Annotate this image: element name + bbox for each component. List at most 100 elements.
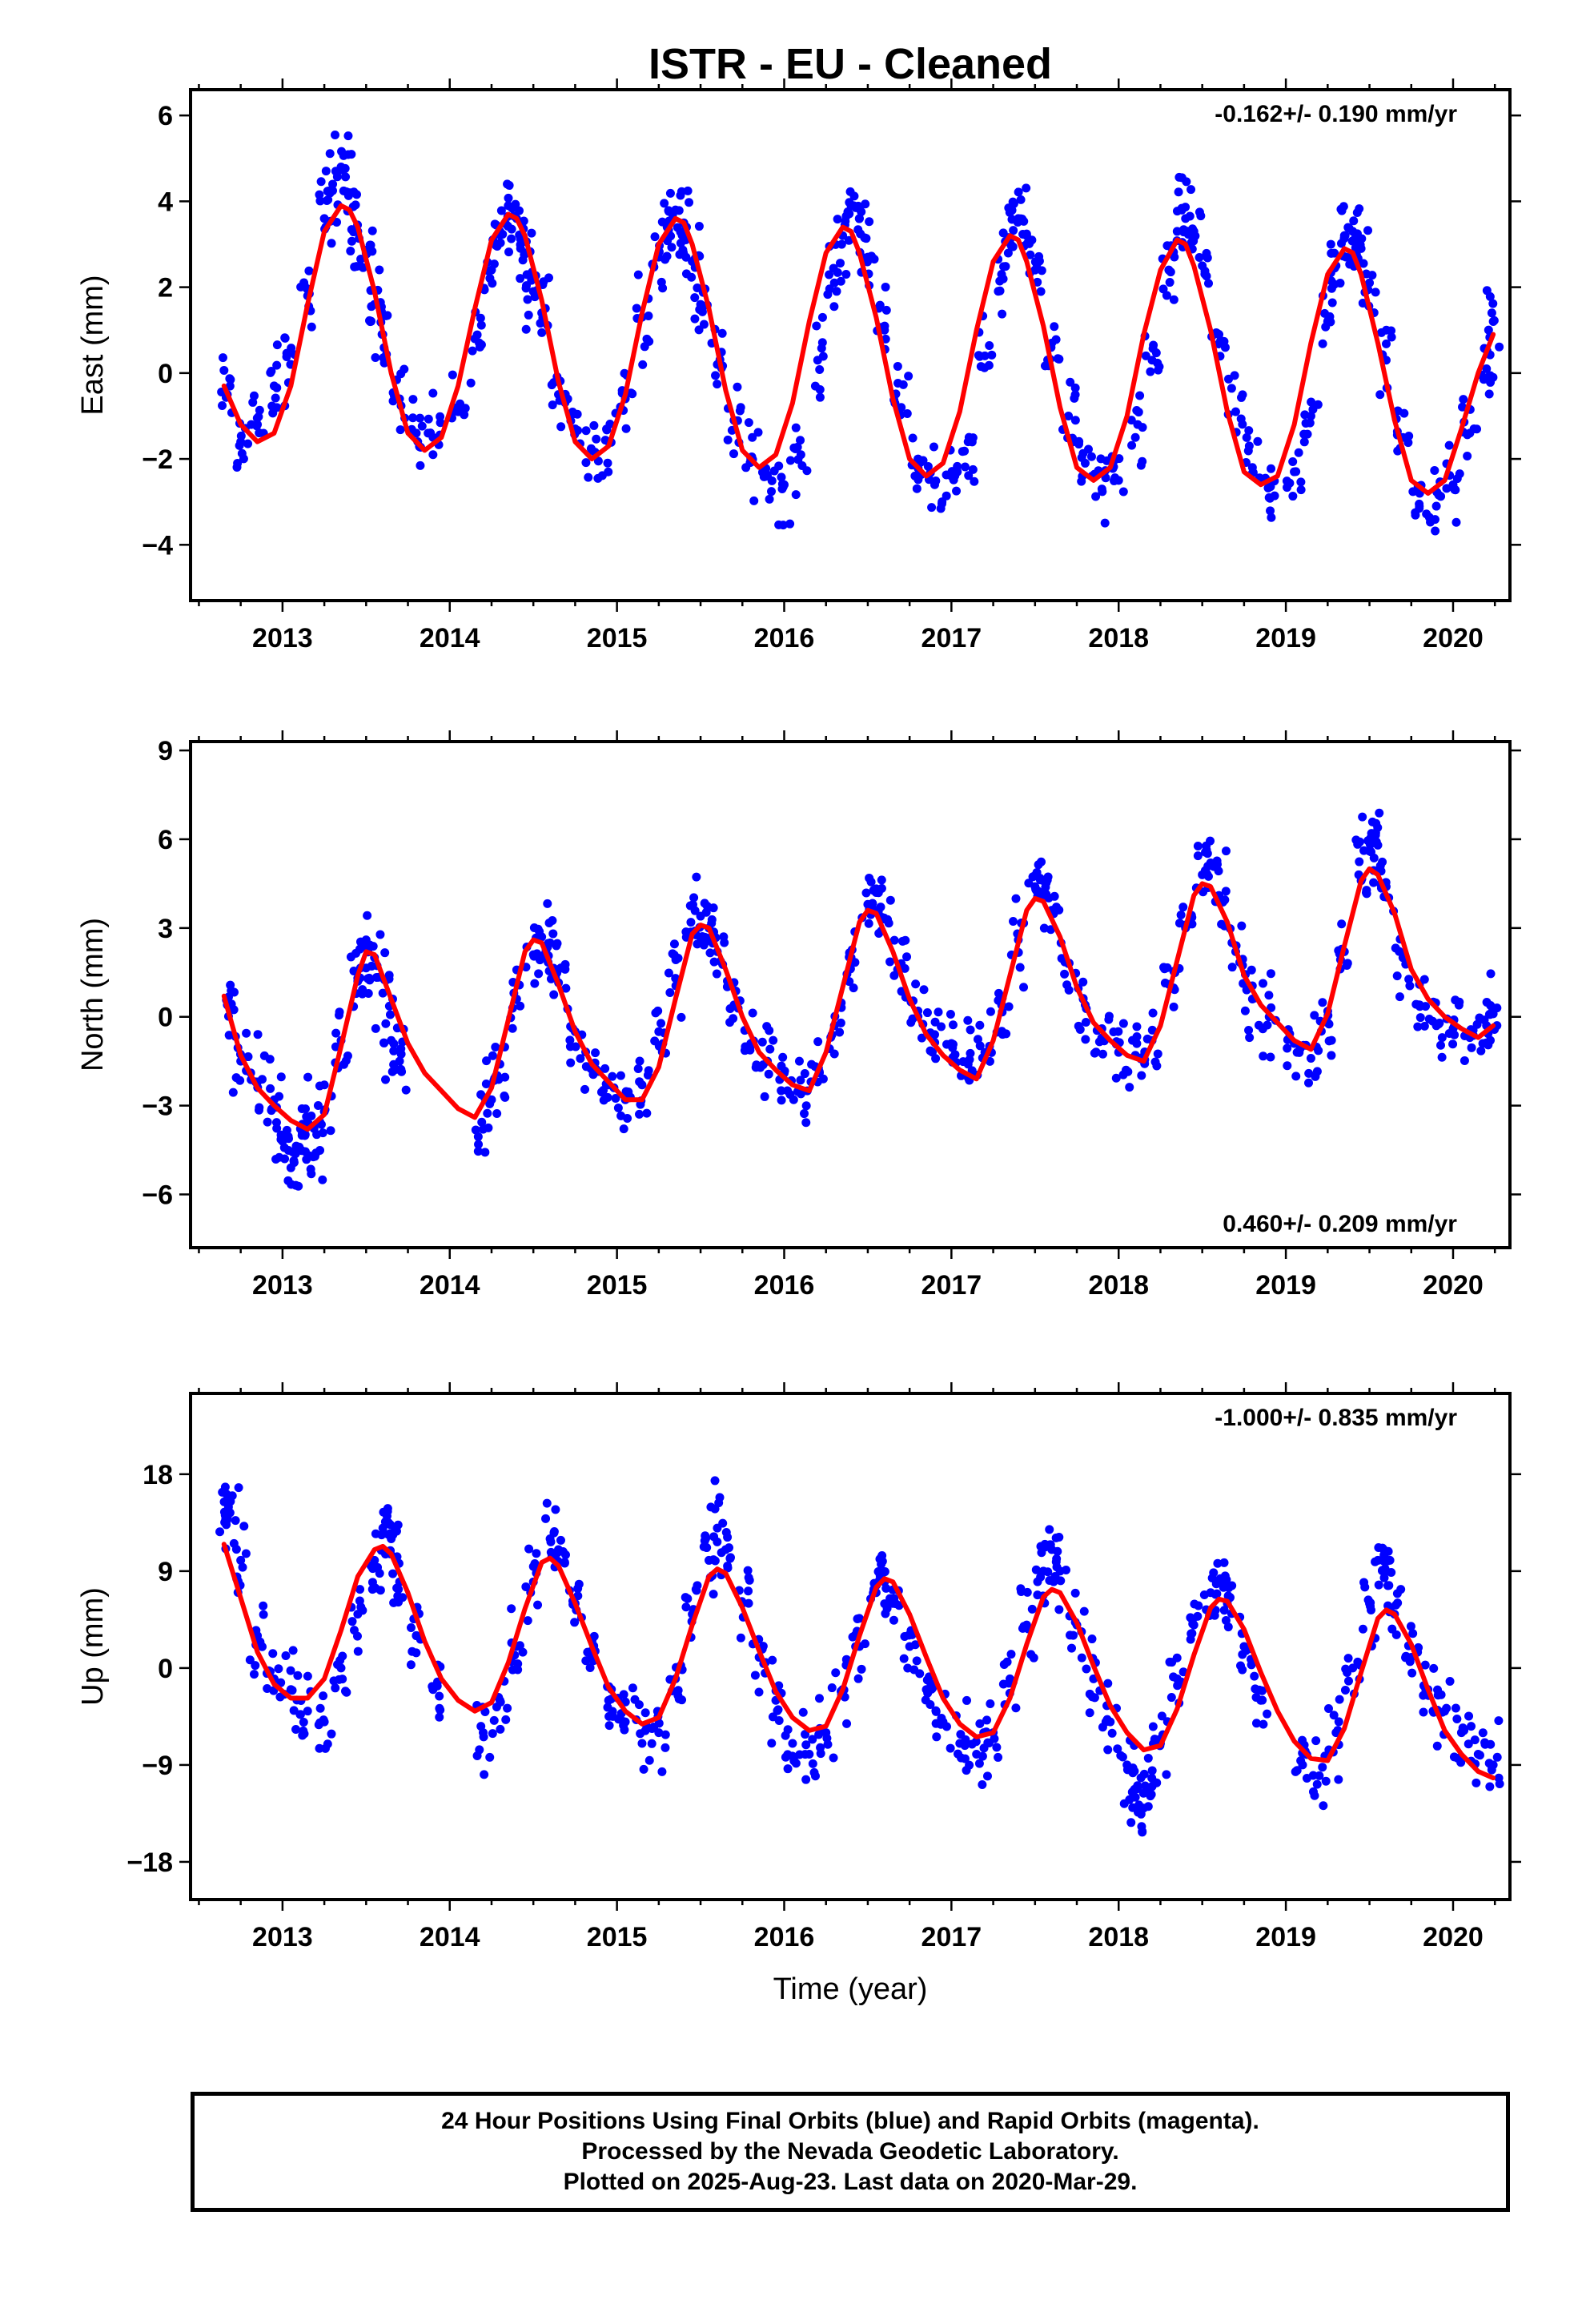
east-point-jitter [1350, 234, 1359, 243]
north-x-tick-label: 2017 [921, 1270, 982, 1301]
north-point-jitter [656, 1019, 666, 1028]
north-point-jitter [1476, 1046, 1486, 1055]
north-point-jitter [282, 1125, 291, 1135]
north-point-jitter [619, 1124, 628, 1134]
up-point-jitter [1419, 1707, 1428, 1717]
east-point-jitter [620, 368, 629, 378]
up-point-jitter [801, 1775, 811, 1784]
east-point-jitter [504, 193, 513, 203]
north-point-jitter [371, 1023, 380, 1033]
north-point-jitter [994, 995, 1003, 1005]
north-point-jitter [911, 979, 921, 989]
east-point-jitter [1393, 446, 1403, 456]
up-point-jitter [701, 1534, 711, 1543]
up-point-jitter [281, 1651, 291, 1661]
up-point-jitter [736, 1633, 745, 1642]
up-point-jitter [618, 1716, 628, 1726]
north-point-jitter [725, 1004, 735, 1014]
up-point-jitter [1079, 1606, 1089, 1616]
up-point-jitter [1343, 1676, 1353, 1686]
east-rate-label: -0.162+/- 0.190 mm/yr [1215, 101, 1457, 127]
north-point-jitter [289, 1158, 299, 1168]
east-point-jitter [1158, 284, 1168, 294]
up-point-jitter [661, 1743, 670, 1752]
east-point-jitter [1070, 383, 1080, 392]
up-point-jitter [783, 1764, 793, 1774]
up-point-jitter [388, 1569, 398, 1578]
up-point-jitter [1070, 1588, 1080, 1598]
up-point-jitter [750, 1671, 760, 1680]
up-point-jitter [1098, 1723, 1107, 1732]
east-point-jitter [307, 322, 316, 332]
up-point-jitter [1487, 1761, 1496, 1771]
north-point-jitter [326, 1126, 335, 1136]
east-point-jitter [628, 389, 637, 399]
north-point-jitter [473, 1147, 483, 1156]
east-point-jitter [282, 348, 291, 358]
north-point-jitter [396, 1049, 406, 1059]
north-point-jitter [253, 1030, 263, 1039]
east-point-jitter [657, 217, 667, 227]
up-point-jitter [1432, 1741, 1442, 1751]
up-point-jitter [234, 1483, 243, 1493]
up-point-jitter [1470, 1735, 1480, 1745]
up-point-jitter [932, 1732, 942, 1742]
north-point-jitter [548, 929, 558, 939]
up-x-tick-label: 2017 [921, 1922, 982, 1952]
north-point-jitter [764, 1069, 773, 1079]
up-point-jitter [496, 1724, 505, 1734]
up-point-jitter [1251, 1719, 1261, 1728]
north-point-jitter [1160, 979, 1170, 988]
east-point-jitter [581, 458, 591, 468]
north-point-jitter [849, 983, 858, 993]
up-point-jitter [1363, 1595, 1373, 1605]
east-point-jitter [812, 321, 821, 331]
up-point-jitter [710, 1476, 720, 1486]
east-point-jitter [1202, 248, 1211, 258]
north-point-jitter [1258, 1024, 1267, 1034]
up-point-jitter [982, 1771, 992, 1781]
east-point-jitter [865, 217, 874, 227]
up-point-jitter [1133, 1781, 1142, 1791]
north-point-jitter [885, 895, 895, 905]
up-point-jitter [713, 1537, 722, 1546]
north-point-jitter [794, 1056, 804, 1066]
east-point-jitter [998, 309, 1007, 319]
up-point-jitter [1250, 1671, 1259, 1681]
north-point-jitter [664, 968, 673, 978]
up-point-jitter [1188, 1619, 1198, 1629]
north-point-jitter [796, 1076, 805, 1085]
up-point-jitter [1107, 1728, 1117, 1738]
up-point-jitter [639, 1764, 648, 1774]
up-point-jitter [992, 1743, 1002, 1752]
up-point-jitter [946, 1743, 955, 1753]
east-point-jitter [1479, 375, 1488, 384]
north-point-jitter [379, 1038, 389, 1047]
up-point [303, 1707, 312, 1716]
east-point-jitter [791, 423, 801, 432]
up-point-jitter [1449, 1752, 1459, 1762]
north-point-jitter [556, 963, 566, 973]
up-point-jitter [912, 1656, 921, 1666]
north-model-line [221, 866, 1496, 1132]
north-point-jitter [700, 899, 709, 908]
east-point-jitter [1022, 183, 1031, 193]
up-point-jitter [1223, 1622, 1233, 1632]
north-point-jitter [380, 948, 390, 958]
up-point-jitter [773, 1706, 782, 1715]
up-x-tick-label: 2013 [252, 1922, 313, 1952]
east-point-jitter [424, 414, 433, 424]
up-point-jitter [1045, 1525, 1054, 1534]
up-point-jitter [489, 1715, 499, 1725]
east-point-jitter [523, 295, 532, 304]
east-point-jitter [371, 353, 380, 363]
up-point-jitter [842, 1719, 852, 1728]
east-point-jitter [968, 464, 978, 474]
east-point-jitter [416, 413, 425, 423]
east-point-jitter [791, 490, 801, 500]
north-point-jitter [1153, 1049, 1162, 1059]
north-point-jitter [243, 1052, 253, 1062]
east-point-jitter [980, 363, 990, 372]
up-point-jitter [1308, 1771, 1318, 1780]
north-point-jitter [483, 1108, 492, 1118]
